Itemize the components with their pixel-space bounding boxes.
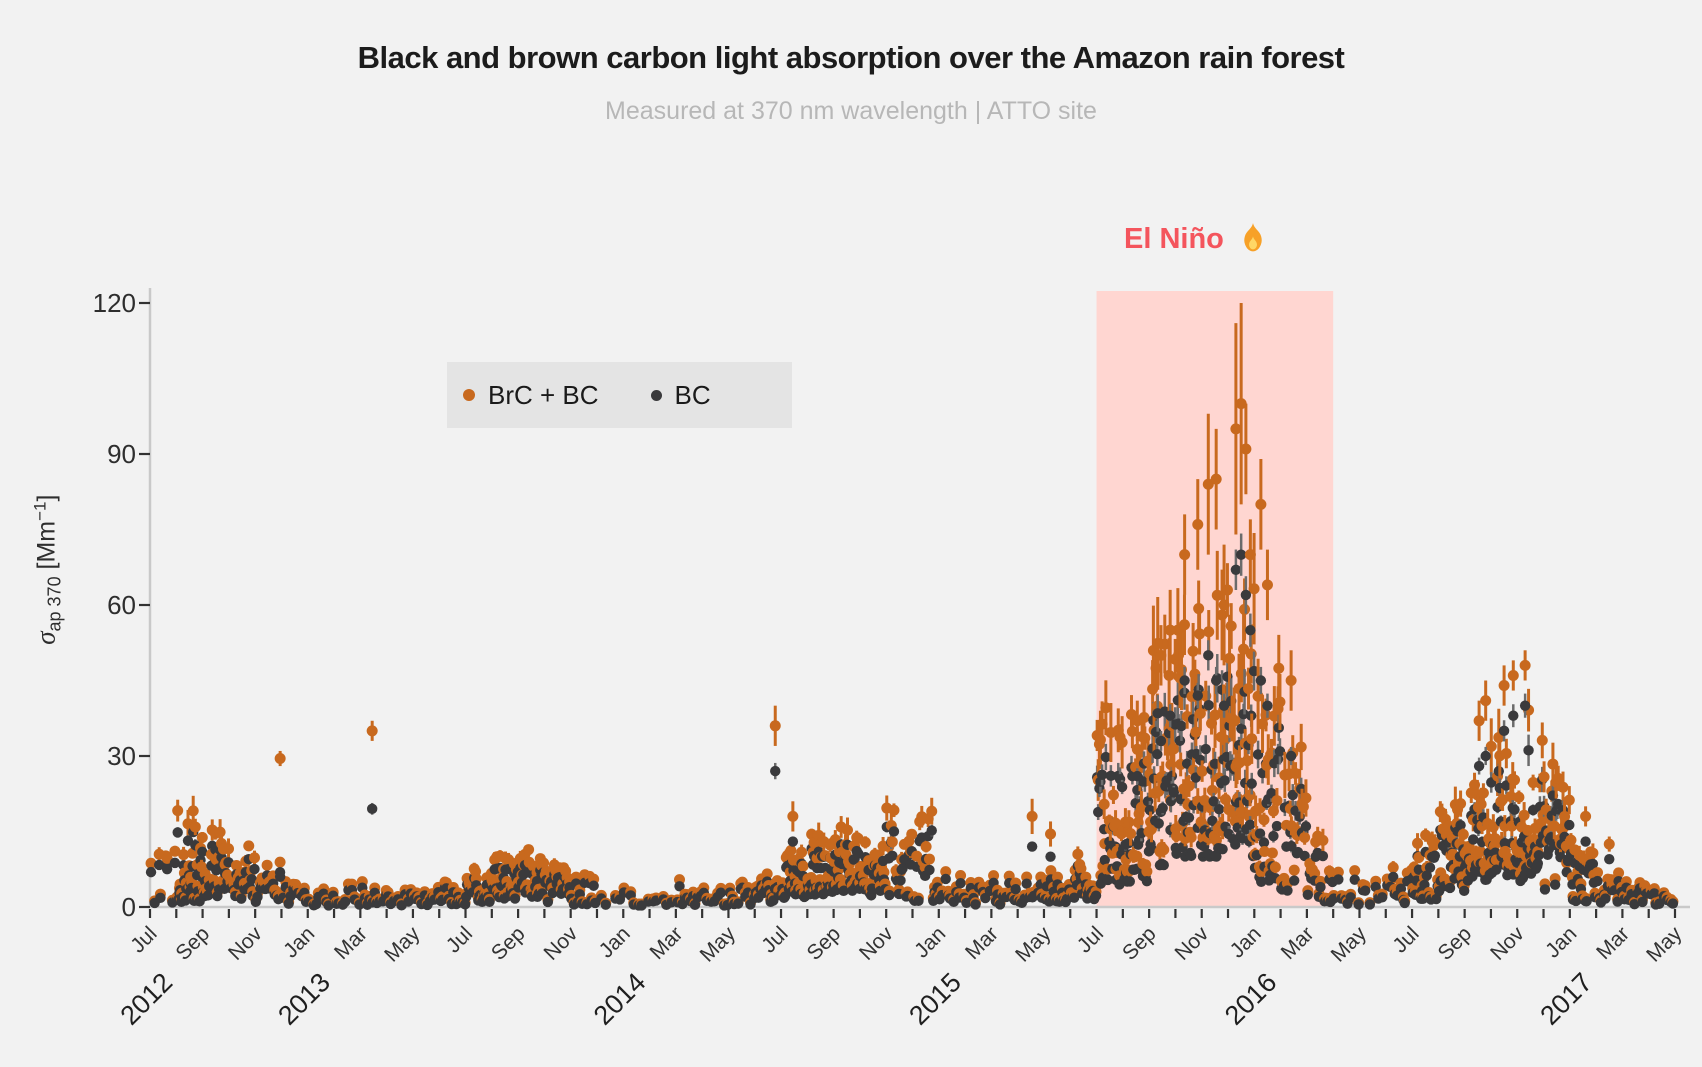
svg-text:Jan: Jan xyxy=(595,922,635,962)
brc-bc-swatch-icon xyxy=(463,389,475,401)
chart-title: Black and brown carbon light absorption … xyxy=(357,40,1345,75)
svg-text:Nov: Nov xyxy=(540,922,583,965)
svg-text:Jan: Jan xyxy=(279,922,319,962)
el-nino-label: El Niño xyxy=(1124,222,1224,255)
svg-text:2017: 2017 xyxy=(1534,967,1598,1031)
svg-text:2015: 2015 xyxy=(903,967,967,1031)
svg-text:Mar: Mar xyxy=(1592,922,1634,964)
legend-label-bc: BC xyxy=(674,379,711,410)
svg-text:2016: 2016 xyxy=(1219,967,1283,1031)
svg-text:Nov: Nov xyxy=(224,922,267,965)
legend-item-bc: BC xyxy=(650,379,711,411)
svg-text:Sep: Sep xyxy=(1433,922,1476,965)
svg-text:Mar: Mar xyxy=(646,922,688,964)
svg-text:Sep: Sep xyxy=(802,922,845,965)
fire-icon xyxy=(1244,223,1262,252)
svg-text:Sep: Sep xyxy=(487,922,530,965)
svg-text:May: May xyxy=(380,922,425,967)
svg-text:Jul: Jul xyxy=(126,922,161,957)
svg-text:90: 90 xyxy=(107,439,136,469)
svg-text:120: 120 xyxy=(93,288,136,318)
svg-text:May: May xyxy=(1642,922,1687,967)
svg-text:2012: 2012 xyxy=(115,967,179,1031)
legend-label-brc-bc: BrC + BC xyxy=(488,379,599,410)
year-labels: 2012 2013 2014 2015 2016 2017 xyxy=(115,967,1599,1031)
svg-text:Jul: Jul xyxy=(1388,922,1423,957)
svg-text:May: May xyxy=(696,922,741,967)
svg-text:Mar: Mar xyxy=(1277,922,1319,964)
svg-text:Jan: Jan xyxy=(910,922,950,962)
svg-text:Jul: Jul xyxy=(1073,922,1108,957)
data-points xyxy=(145,303,1679,911)
svg-text:Sep: Sep xyxy=(171,922,214,965)
svg-text:Jan: Jan xyxy=(1226,922,1266,962)
svg-text:Jul: Jul xyxy=(757,922,792,957)
legend-item-brc-bc: BrC + BC xyxy=(463,380,599,411)
svg-text:0: 0 xyxy=(122,892,136,922)
svg-text:60: 60 xyxy=(107,590,136,620)
bc-swatch-icon xyxy=(650,389,662,401)
svg-text:Jan: Jan xyxy=(1541,922,1581,962)
svg-text:May: May xyxy=(1327,922,1372,967)
y-tick-labels: 0 30 60 90 120 xyxy=(93,288,136,922)
svg-text:30: 30 xyxy=(107,741,136,771)
svg-text:Nov: Nov xyxy=(855,922,898,965)
x-tick-labels: Jul Sep Nov Jan Mar May Jul Sep Nov Jan Mar May Jul S… xyxy=(126,922,1687,967)
svg-text:May: May xyxy=(1011,922,1056,967)
chart-subtitle: Measured at 370 nm wavelength | ATTO sit… xyxy=(605,97,1097,125)
legend: BrC + BC BC xyxy=(447,362,792,428)
svg-text:Sep: Sep xyxy=(1118,922,1161,965)
svg-text:Mar: Mar xyxy=(330,922,372,964)
svg-text:Nov: Nov xyxy=(1171,922,1214,965)
svg-text:Jul: Jul xyxy=(442,922,477,957)
svg-text:2014: 2014 xyxy=(588,967,652,1031)
svg-text:2013: 2013 xyxy=(272,967,336,1031)
el-nino-annotation: El Niño xyxy=(1124,222,1270,256)
svg-text:Nov: Nov xyxy=(1486,922,1529,965)
svg-text:Mar: Mar xyxy=(961,922,1003,964)
